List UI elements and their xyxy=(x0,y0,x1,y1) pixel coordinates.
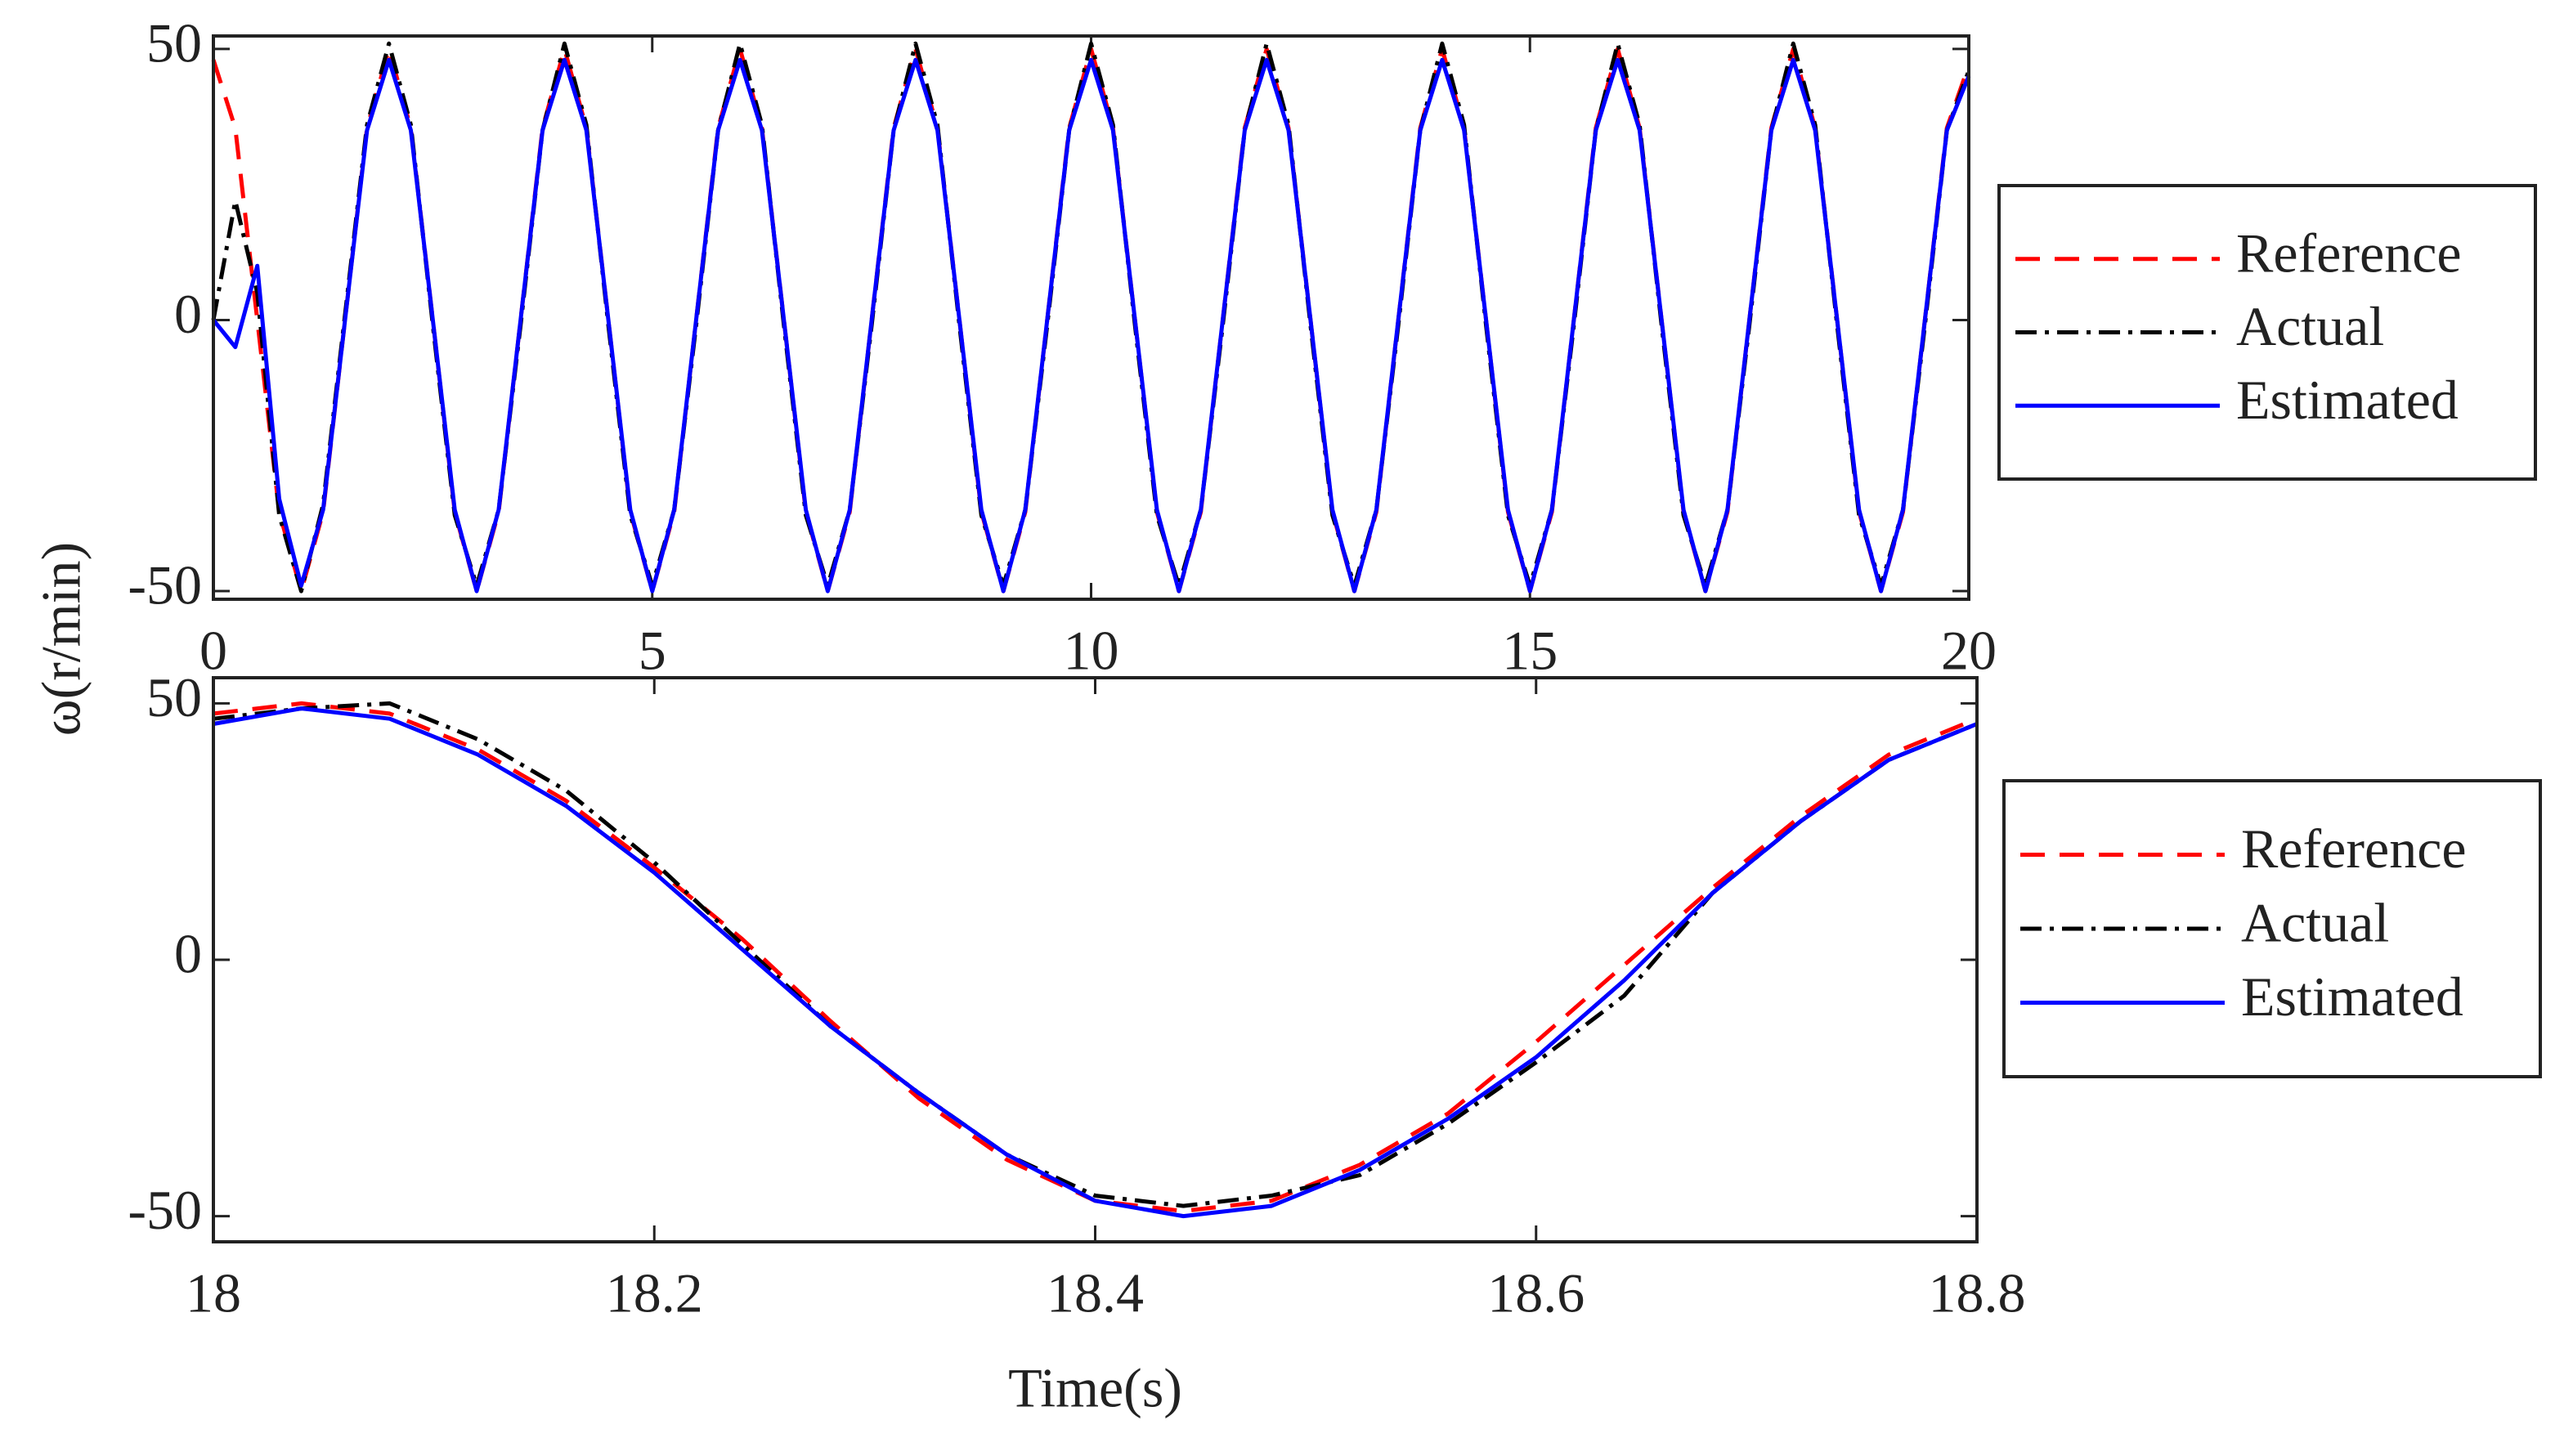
series-line xyxy=(212,57,1971,594)
legend-label: Reference xyxy=(2241,818,2467,880)
plot-frame xyxy=(212,34,1970,601)
y-tick-label: 0 xyxy=(174,923,202,985)
plot-frame xyxy=(212,676,1979,1243)
x-tick-label: 18.8 xyxy=(1929,1262,2026,1324)
x-tick-label: 18 xyxy=(186,1262,241,1324)
x-tick-label: 20 xyxy=(1941,620,1997,682)
x-tick-label: 18.6 xyxy=(1487,1262,1585,1324)
y-tick-label: -50 xyxy=(128,554,202,616)
x-tick-label: 18.4 xyxy=(1047,1262,1144,1324)
x-tick-label: 0 xyxy=(199,620,227,682)
x-tick-label: 18.2 xyxy=(606,1262,703,1324)
legend-label: Actual xyxy=(2236,295,2384,357)
series-line xyxy=(213,706,1978,1219)
x-tick-label: 15 xyxy=(1502,620,1558,682)
y-axis-label: ω(r/min) xyxy=(30,542,92,736)
x-tick-label: 10 xyxy=(1064,620,1119,682)
series-line xyxy=(213,701,1978,1208)
plot-background xyxy=(213,36,1969,599)
x-axis-label: Time(s) xyxy=(1008,1357,1182,1419)
y-tick-label: 50 xyxy=(146,12,202,74)
legend-label: Estimated xyxy=(2241,965,2463,1028)
legend-label: Reference xyxy=(2236,222,2462,284)
y-tick-label: 50 xyxy=(146,666,202,728)
legend-label: Estimated xyxy=(2236,369,2459,431)
y-tick-label: -50 xyxy=(128,1179,202,1241)
plot-background xyxy=(213,678,1977,1242)
x-tick-label: 5 xyxy=(639,620,666,682)
y-tick-label: 0 xyxy=(174,283,202,345)
legend-label: Actual xyxy=(2241,892,2389,954)
